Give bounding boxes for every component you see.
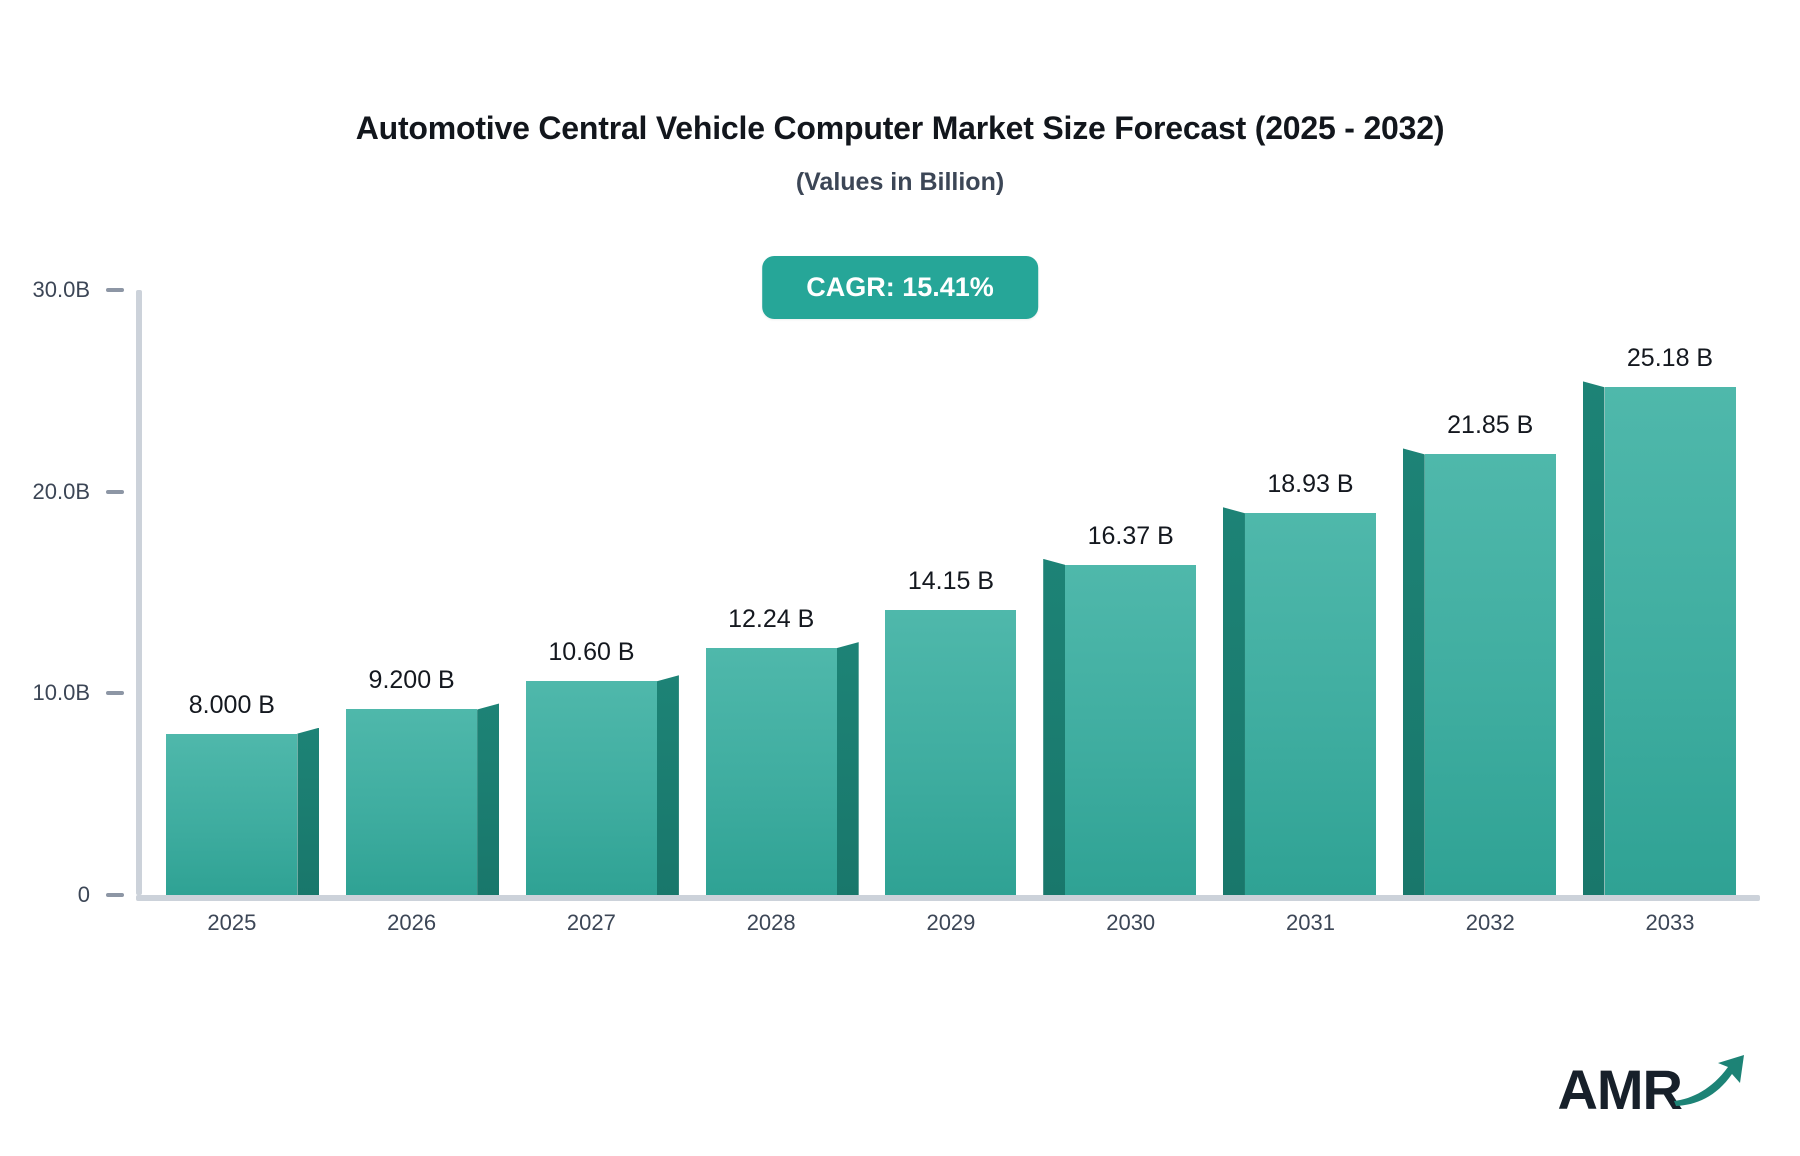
bar-side-face: [836, 642, 859, 895]
bar-2031[interactable]: 18.93 B: [1222, 470, 1376, 895]
amr-logo: AMR: [1557, 1051, 1748, 1118]
bar-front-face: [885, 609, 1017, 895]
bar-slot: 18.93 B: [1221, 290, 1401, 895]
bar-side-face: [656, 675, 679, 895]
bar-value-label: 9.200 B: [368, 666, 455, 695]
page-subtitle: (Values in Billion): [795, 168, 1005, 196]
bar-side-face: [477, 703, 500, 895]
bar-value-label: 10.60 B: [548, 638, 635, 667]
x-axis-label-2029: 2029: [926, 910, 976, 935]
bar-2025[interactable]: 8.000 B: [166, 691, 320, 895]
y-axis-tick-label: 30.0B: [32, 277, 91, 302]
bar-2028[interactable]: 12.24 B: [705, 605, 859, 895]
bar-slot: 25.18 B: [1580, 290, 1760, 895]
bar-slot: 14.15 B: [861, 290, 1041, 895]
bar-slot: 12.24 B: [681, 290, 861, 895]
bar-value-label: 25.18 B: [1626, 344, 1714, 373]
bar-slot: 8.000 B: [142, 290, 322, 895]
y-axis-tick: 20.0B: [0, 479, 136, 505]
y-axis-tick-mark: [106, 288, 124, 292]
bar-front-face: [346, 709, 478, 895]
x-axis-label-2026: 2026: [387, 910, 437, 935]
bar-side-face: [297, 727, 320, 895]
bar-slot: 10.60 B: [502, 290, 682, 895]
x-axis-labels: 2025 2026 2027 2028 2029 2030 2031 2032 2033: [142, 910, 1760, 936]
y-axis-tick: 0: [0, 882, 136, 908]
bar-2033[interactable]: 25.18 B: [1582, 344, 1736, 895]
y-axis-tick: 30.0B: [0, 277, 136, 303]
y-axis-tick-label: 0: [77, 882, 90, 907]
x-axis-label-2027: 2027: [566, 910, 616, 935]
bar-slot: 16.37 B: [1041, 290, 1221, 895]
bar-2027[interactable]: 10.60 B: [525, 638, 679, 895]
y-axis-tick-mark: [106, 489, 124, 494]
y-axis-tick-label: 10.0B: [32, 680, 91, 706]
bar-front-face: [1065, 564, 1197, 895]
bar-side-face: [1043, 558, 1066, 895]
bar-front-face: [1424, 454, 1556, 895]
x-axis-line: [136, 895, 1760, 901]
bar-front-face: [525, 681, 657, 895]
bar-value-label: 21.85 B: [1447, 411, 1534, 440]
bar-front-face: [1244, 513, 1376, 895]
bar-front-face: [166, 733, 298, 895]
y-axis-line: [136, 290, 142, 895]
bar-series: 8.000 B 9.200 B 10.60 B 12.24 B 14.15 B 16.37…: [142, 290, 1760, 895]
y-axis-tick: 10.0B: [0, 680, 136, 706]
bar-2030[interactable]: 16.37 B: [1043, 522, 1197, 895]
bar-2026[interactable]: 9.200 B: [346, 666, 500, 895]
y-axis-tick-mark: [106, 691, 124, 696]
y-axis-tick-mark: [106, 893, 124, 897]
x-axis-label-2033: 2033: [1645, 910, 1695, 935]
bar-value-label: 18.93 B: [1267, 470, 1354, 499]
bar-2032[interactable]: 21.85 B: [1402, 411, 1556, 895]
amr-logo-text: AMR: [1557, 1058, 1683, 1121]
x-axis-label-2032: 2032: [1465, 910, 1515, 935]
x-axis-label-2030: 2030: [1106, 910, 1156, 935]
bar-2029[interactable]: 14.15 B: [885, 567, 1017, 895]
x-axis-label-2031: 2031: [1285, 910, 1335, 935]
cagr-badge: CAGR: 15.41%: [762, 256, 1038, 319]
bar-value-label: 14.15 B: [907, 566, 995, 595]
bar-side-face: [1582, 381, 1605, 895]
bar-slot: 9.200 B: [322, 290, 502, 895]
x-axis-label-2025: 2025: [207, 910, 257, 935]
bar-value-label: 8.000 B: [188, 690, 275, 719]
bar-value-label: 12.24 B: [728, 605, 815, 634]
bar-front-face: [1604, 387, 1736, 895]
bar-front-face: [705, 648, 837, 895]
bar-side-face: [1222, 507, 1245, 895]
y-axis-tick-label: 20.0B: [32, 478, 91, 504]
page-title: Automotive Central Vehicle Computer Mark…: [355, 110, 1445, 146]
bar-slot: 21.85 B: [1400, 290, 1580, 895]
growth-arrow-icon: [1672, 1051, 1748, 1112]
bar-side-face: [1402, 448, 1425, 895]
bar-value-label: 16.37 B: [1087, 521, 1174, 550]
plot-area: 0 10.0B 20.0B 30.0B 8.000 B 9.200 B 10.60 B 12…: [33, 277, 1760, 907]
x-axis-label-2028: 2028: [746, 910, 796, 935]
